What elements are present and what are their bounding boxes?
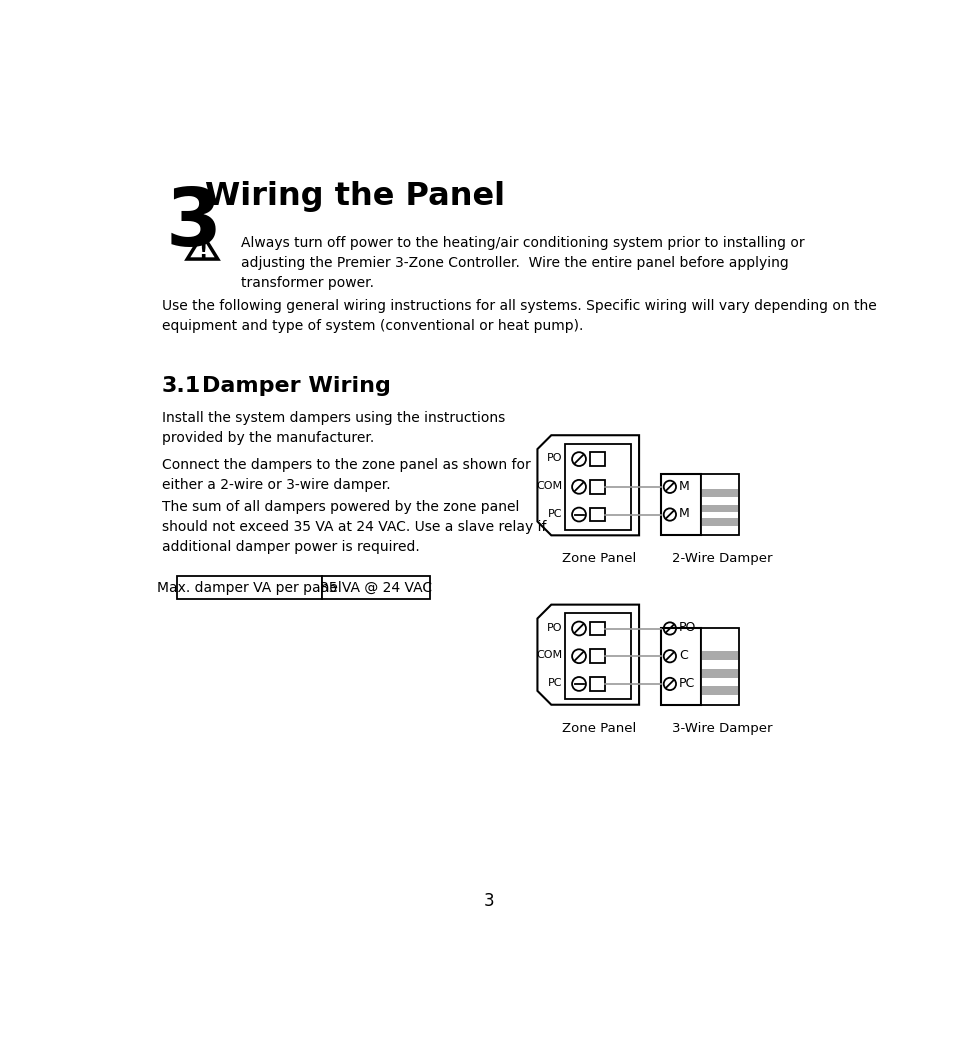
Text: Install the system dampers using the instructions
provided by the manufacturer.: Install the system dampers using the ins… <box>161 410 504 445</box>
Text: Max. damper VA per panel: Max. damper VA per panel <box>157 581 341 594</box>
Bar <box>589 621 604 635</box>
Bar <box>589 677 604 691</box>
Text: COM: COM <box>536 481 561 491</box>
Bar <box>701 668 737 678</box>
Polygon shape <box>187 234 217 259</box>
Text: Wiring the Panel: Wiring the Panel <box>205 181 504 212</box>
Text: Always turn off power to the heating/air conditioning system prior to installing: Always turn off power to the heating/air… <box>241 236 803 289</box>
Text: Zone Panel: Zone Panel <box>561 553 636 565</box>
Text: 3: 3 <box>483 891 494 910</box>
Bar <box>700 474 739 535</box>
Polygon shape <box>537 435 639 535</box>
Bar <box>177 576 321 600</box>
Text: Connect the dampers to the zone panel as shown for
either a 2-wire or 3-wire dam: Connect the dampers to the zone panel as… <box>161 458 530 492</box>
Text: 35 VA @ 24 VAC: 35 VA @ 24 VAC <box>319 581 432 594</box>
Text: PC: PC <box>679 677 695 690</box>
Text: PC: PC <box>547 678 561 688</box>
Bar <box>701 489 737 497</box>
Bar <box>700 628 739 705</box>
Text: !: ! <box>197 242 207 261</box>
Bar <box>589 480 604 493</box>
Bar <box>589 452 604 466</box>
Text: Damper Wiring: Damper Wiring <box>202 376 391 396</box>
Text: PO: PO <box>546 453 561 463</box>
Text: 3: 3 <box>166 185 221 263</box>
Text: 3-Wire Damper: 3-Wire Damper <box>671 721 772 735</box>
Text: PO: PO <box>679 621 696 634</box>
Bar <box>701 518 737 526</box>
Bar <box>701 505 737 512</box>
Bar <box>701 651 737 660</box>
Text: 2-Wire Damper: 2-Wire Damper <box>671 553 772 565</box>
Bar <box>589 650 604 663</box>
Text: M: M <box>679 480 689 492</box>
Text: 3.1: 3.1 <box>161 376 201 396</box>
Text: The sum of all dampers powered by the zone panel
should not exceed 35 VA at 24 V: The sum of all dampers powered by the zo… <box>161 500 546 554</box>
Text: M: M <box>679 507 689 520</box>
Bar <box>701 686 737 695</box>
Text: Use the following general wiring instructions for all systems. Specific wiring w: Use the following general wiring instruc… <box>161 299 876 333</box>
Bar <box>659 628 700 705</box>
Bar <box>321 576 429 600</box>
Polygon shape <box>537 605 639 705</box>
Bar <box>659 474 700 535</box>
Bar <box>564 443 630 530</box>
Text: C: C <box>679 649 687 662</box>
Text: COM: COM <box>536 651 561 660</box>
Text: Zone Panel: Zone Panel <box>561 721 636 735</box>
Text: PC: PC <box>547 509 561 518</box>
Bar <box>589 508 604 522</box>
Bar <box>564 613 630 700</box>
Text: PO: PO <box>546 623 561 633</box>
